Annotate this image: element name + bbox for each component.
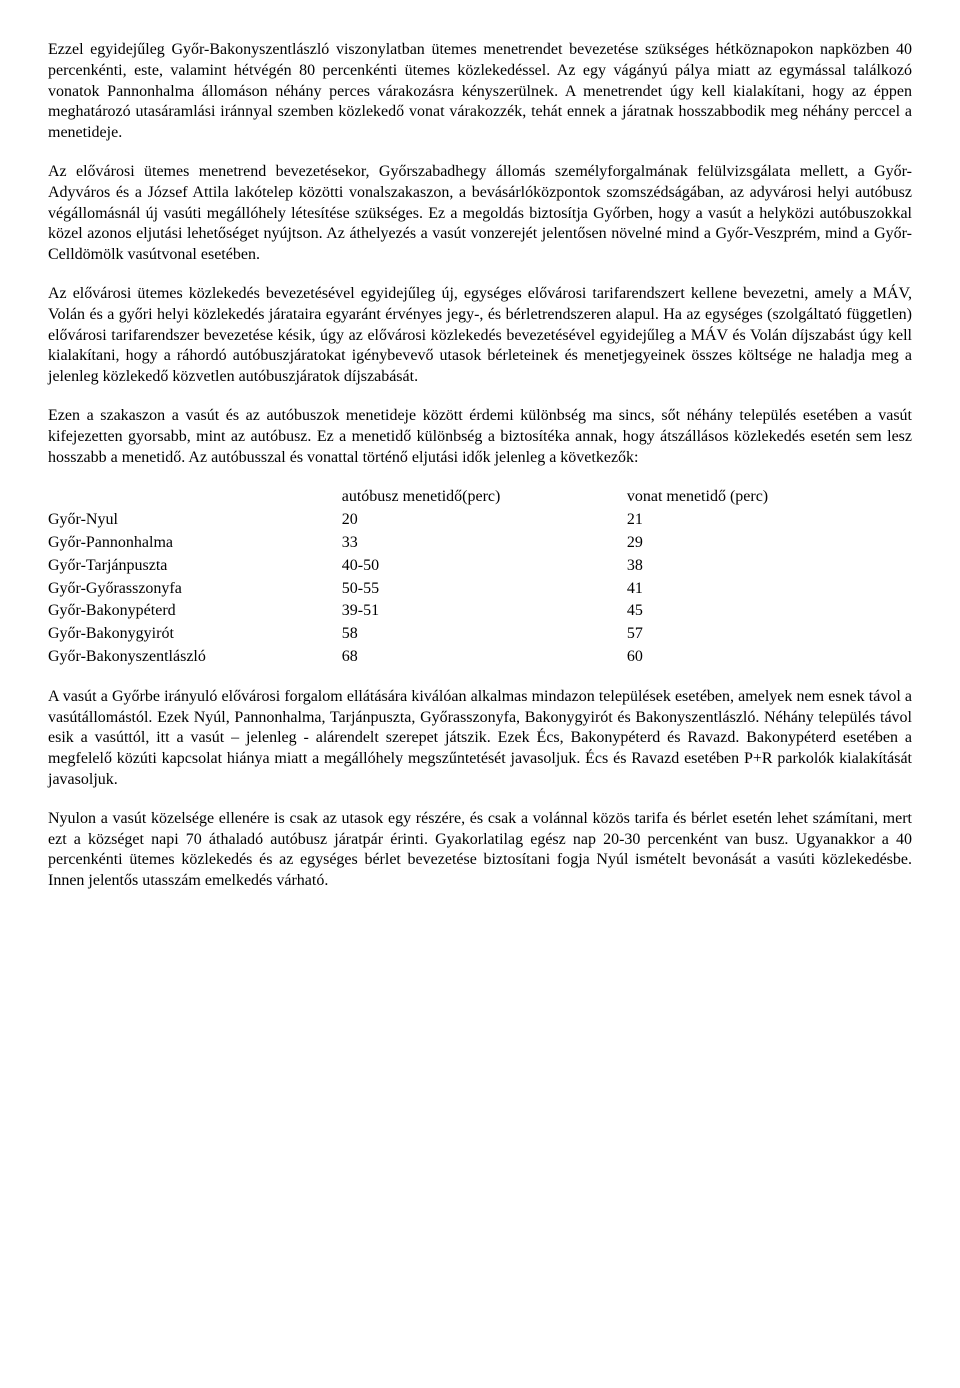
cell-train: 45 (627, 600, 912, 623)
cell-bus: 58 (342, 623, 627, 646)
cell-route: Győr-Győrasszonyfa (48, 578, 342, 601)
cell-bus: 40-50 (342, 555, 627, 578)
paragraph-6: Nyulon a vasút közelsége ellenére is csa… (48, 809, 912, 892)
header-route (48, 486, 342, 509)
cell-route: Győr-Bakonyszentlászló (48, 646, 342, 669)
paragraph-1: Ezzel egyidejűleg Győr-Bakonyszentlászló… (48, 40, 912, 144)
cell-bus: 20 (342, 509, 627, 532)
cell-train: 57 (627, 623, 912, 646)
paragraph-3: Az elővárosi ütemes közlekedés bevezetés… (48, 284, 912, 388)
paragraph-4: Ezen a szakaszon a vasút és az autóbuszo… (48, 406, 912, 468)
table-row: Győr-Bakonypéterd 39-51 45 (48, 600, 912, 623)
cell-route: Győr-Bakonypéterd (48, 600, 342, 623)
cell-bus: 39-51 (342, 600, 627, 623)
cell-bus: 50-55 (342, 578, 627, 601)
paragraph-5: A vasút a Győrbe irányuló elővárosi forg… (48, 687, 912, 791)
table-row: Győr-Tarjánpuszta 40-50 38 (48, 555, 912, 578)
table-row: Győr-Bakonygyirót 58 57 (48, 623, 912, 646)
cell-route: Győr-Pannonhalma (48, 532, 342, 555)
header-bus: autóbusz menetidő(perc) (342, 486, 627, 509)
cell-train: 41 (627, 578, 912, 601)
table-row: Győr-Pannonhalma 33 29 (48, 532, 912, 555)
table-row: Győr-Nyul 20 21 (48, 509, 912, 532)
header-train: vonat menetidő (perc) (627, 486, 912, 509)
table-row: Győr-Bakonyszentlászló 68 60 (48, 646, 912, 669)
cell-train: 21 (627, 509, 912, 532)
table-header-row: autóbusz menetidő(perc) vonat menetidő (… (48, 486, 912, 509)
cell-bus: 68 (342, 646, 627, 669)
travel-time-table: autóbusz menetidő(perc) vonat menetidő (… (48, 486, 912, 668)
cell-bus: 33 (342, 532, 627, 555)
cell-train: 38 (627, 555, 912, 578)
cell-route: Győr-Tarjánpuszta (48, 555, 342, 578)
table-row: Győr-Győrasszonyfa 50-55 41 (48, 578, 912, 601)
cell-route: Győr-Bakonygyirót (48, 623, 342, 646)
cell-train: 29 (627, 532, 912, 555)
paragraph-2: Az elővárosi ütemes menetrend bevezetése… (48, 162, 912, 266)
cell-route: Győr-Nyul (48, 509, 342, 532)
cell-train: 60 (627, 646, 912, 669)
